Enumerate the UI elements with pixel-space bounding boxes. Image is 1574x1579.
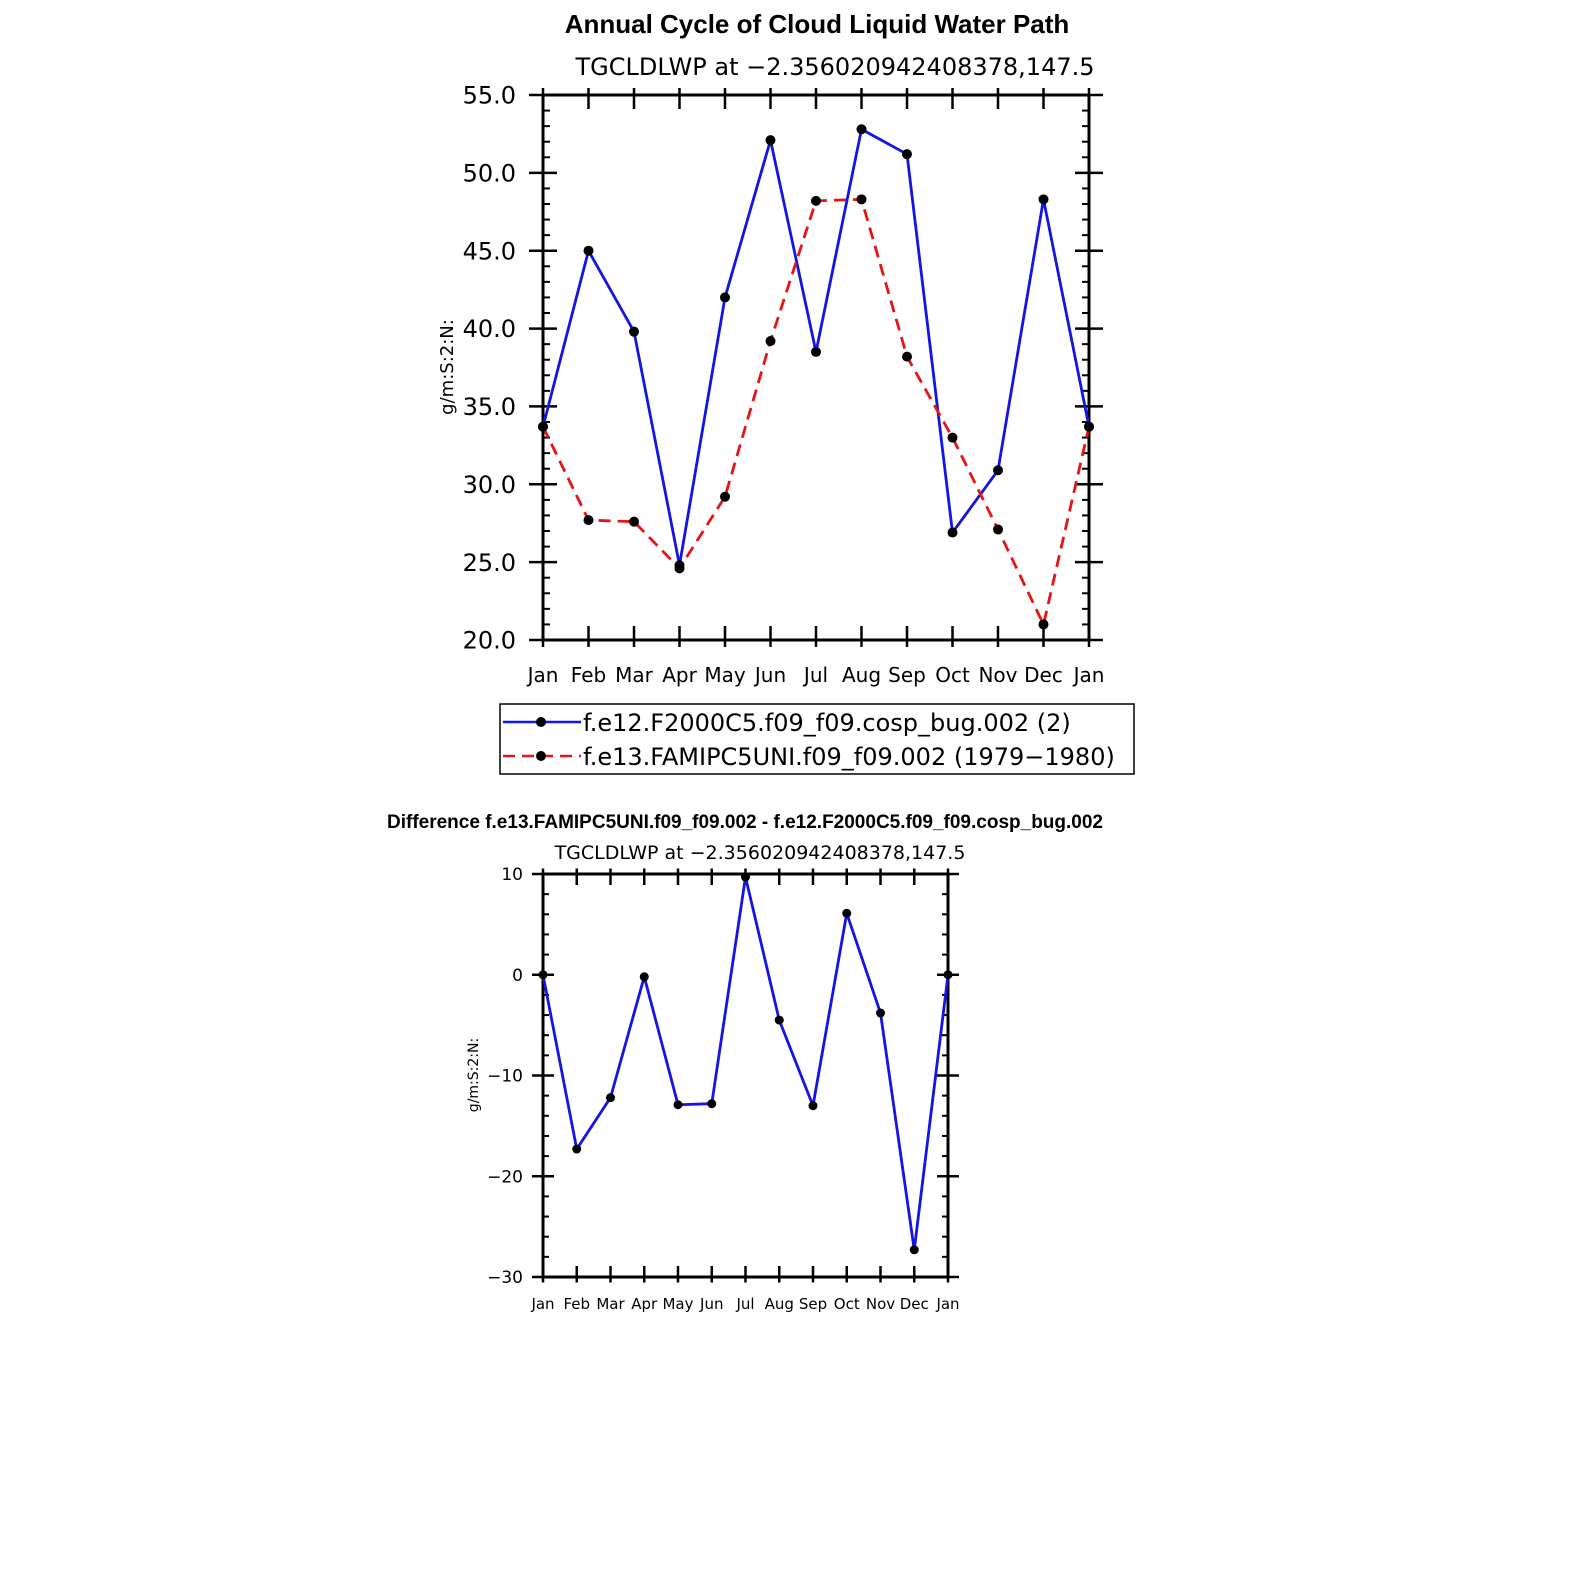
difference-ytick-label: −20 (487, 1167, 523, 1187)
main-ytick-label: 45.0 (463, 237, 516, 265)
main-series-1-point (993, 524, 1003, 535)
difference-chart-subtitle: TGCLDLWP at −2.356020942408378,147.5 (554, 842, 966, 864)
difference-ytick-label: −10 (487, 1067, 523, 1087)
difference-series-0-line (541, 875, 950, 1252)
difference-xtick-label: Sep (799, 1295, 827, 1313)
legend-marker-1 (536, 751, 546, 761)
main-series-0-point (765, 135, 776, 146)
difference-series-0-point (572, 1144, 582, 1154)
legend-label-0: f.e12.F2000C5.f09_f09.cosp_bug.002 (2) (583, 709, 1071, 737)
difference-xtick-label: Nov (866, 1295, 895, 1313)
main-series-1-point (720, 491, 730, 502)
main-series-0-point (947, 527, 958, 538)
main-series-0-point (629, 326, 639, 337)
main-series-1-point (583, 515, 594, 526)
difference-series-0-point (741, 872, 750, 882)
difference-xtick-label: Dec (900, 1295, 929, 1313)
main-xtick-label: Dec (1024, 663, 1063, 687)
main-series-1-point (765, 336, 776, 347)
difference-series-0-point (538, 970, 548, 980)
main-xtick-label: Jul (802, 663, 828, 687)
main-ytick-label: 55.0 (463, 82, 516, 110)
main-series-1-point (902, 351, 912, 362)
difference-xtick-label: Jan (530, 1295, 554, 1313)
difference-series-0-point (673, 1100, 683, 1110)
main-ytick-label: 35.0 (463, 393, 516, 421)
legend-box (499, 703, 1135, 775)
main-chart-ylabel: g/m:S:2:N: (437, 319, 458, 415)
main-ytick-label: 40.0 (463, 315, 516, 343)
legend: f.e12.F2000C5.f09_f09.cosp_bug.002 (2) f… (499, 703, 1135, 775)
main-series-0-point (993, 465, 1003, 476)
difference-xtick-label: Aug (765, 1295, 794, 1313)
difference-chart-plot: −30 −20 −10 0 10 Jan Feb Mar Apr May Jun Jul Aug Sep O… (487, 865, 959, 1313)
main-chart-title: Annual Cycle of Cloud Liquid Water Path (565, 9, 1070, 39)
main-xtick-label: Sep (888, 663, 926, 687)
main-series-1-point (856, 194, 867, 205)
difference-xtick-label: Jun (699, 1295, 723, 1313)
difference-chart-ylabel: g/m:S:2:N: (466, 1038, 482, 1112)
main-series-0-point (720, 292, 730, 303)
main-series-1-point (1038, 619, 1049, 630)
difference-xtick-label: Apr (631, 1295, 658, 1313)
main-series-0-point (811, 346, 821, 357)
main-xtick-label: Jun (753, 663, 786, 687)
difference-xtick-label: Feb (563, 1295, 590, 1313)
difference-xtick-label: Jan (935, 1295, 959, 1313)
main-chart-plot: 20.0 25.0 30.0 35.0 40.0 45.0 50.0 55.0 Jan Feb Ma… (463, 82, 1105, 687)
main-series-0-point (902, 149, 912, 160)
main-series-1-point (629, 516, 639, 527)
difference-ytick-label: 0 (512, 966, 523, 986)
main-series-0-point (1038, 194, 1049, 205)
difference-ytick-label: −30 (487, 1268, 523, 1288)
difference-series-0-point (842, 908, 852, 918)
main-xtick-label: Nov (978, 663, 1017, 687)
legend-label-1: f.e13.FAMIPC5UNI.f09_f09.002 (1979−1980) (583, 743, 1115, 771)
difference-ytick-label: 10 (501, 865, 523, 885)
main-xtick-label: Mar (615, 663, 654, 687)
main-ytick-label: 20.0 (463, 627, 516, 655)
difference-xtick-label: Jul (735, 1295, 754, 1313)
main-ytick-label: 25.0 (463, 549, 516, 577)
main-series-1-point (674, 563, 685, 574)
difference-xtick-label: May (662, 1295, 693, 1313)
main-xtick-label: Aug (842, 663, 881, 687)
main-xtick-label: Oct (935, 663, 970, 687)
difference-chart-title: Difference f.e13.FAMIPC5UNI.f09_f09.002 … (387, 812, 1103, 833)
main-plot-frame (541, 93, 1091, 642)
main-series-1-point (811, 195, 821, 206)
main-xtick-label: Feb (571, 663, 606, 687)
main-ytick-label: 50.0 (463, 159, 516, 187)
main-chart-subtitle: TGCLDLWP at −2.356020942408378,147.5 (575, 53, 1095, 81)
main-series-0-point (583, 245, 594, 256)
main-series-0-point (856, 124, 867, 135)
main-xtick-label: Jan (1072, 663, 1105, 687)
difference-xtick-label: Oct (834, 1295, 860, 1313)
main-xtick-label: Apr (662, 663, 697, 687)
difference-series-0-point (876, 1008, 885, 1018)
main-xtick-label: Jan (526, 663, 559, 687)
main-series-1-point (538, 421, 548, 432)
main-ytick-label: 30.0 (463, 471, 516, 499)
difference-series-0-point (909, 1245, 919, 1255)
difference-series-0-point (774, 1015, 784, 1025)
difference-series-0-point (943, 970, 953, 980)
difference-xtick-label: Mar (596, 1295, 625, 1313)
main-series-1-point (947, 432, 958, 443)
difference-series-0-point (808, 1101, 818, 1111)
difference-series-0-point (606, 1093, 615, 1103)
main-xtick-label: May (704, 663, 746, 687)
difference-series-0-point (639, 972, 649, 982)
difference-series-0-point (707, 1099, 717, 1109)
main-series-1-point (1084, 421, 1094, 432)
difference-plot-frame (541, 872, 950, 1279)
legend-marker-0 (536, 717, 546, 727)
